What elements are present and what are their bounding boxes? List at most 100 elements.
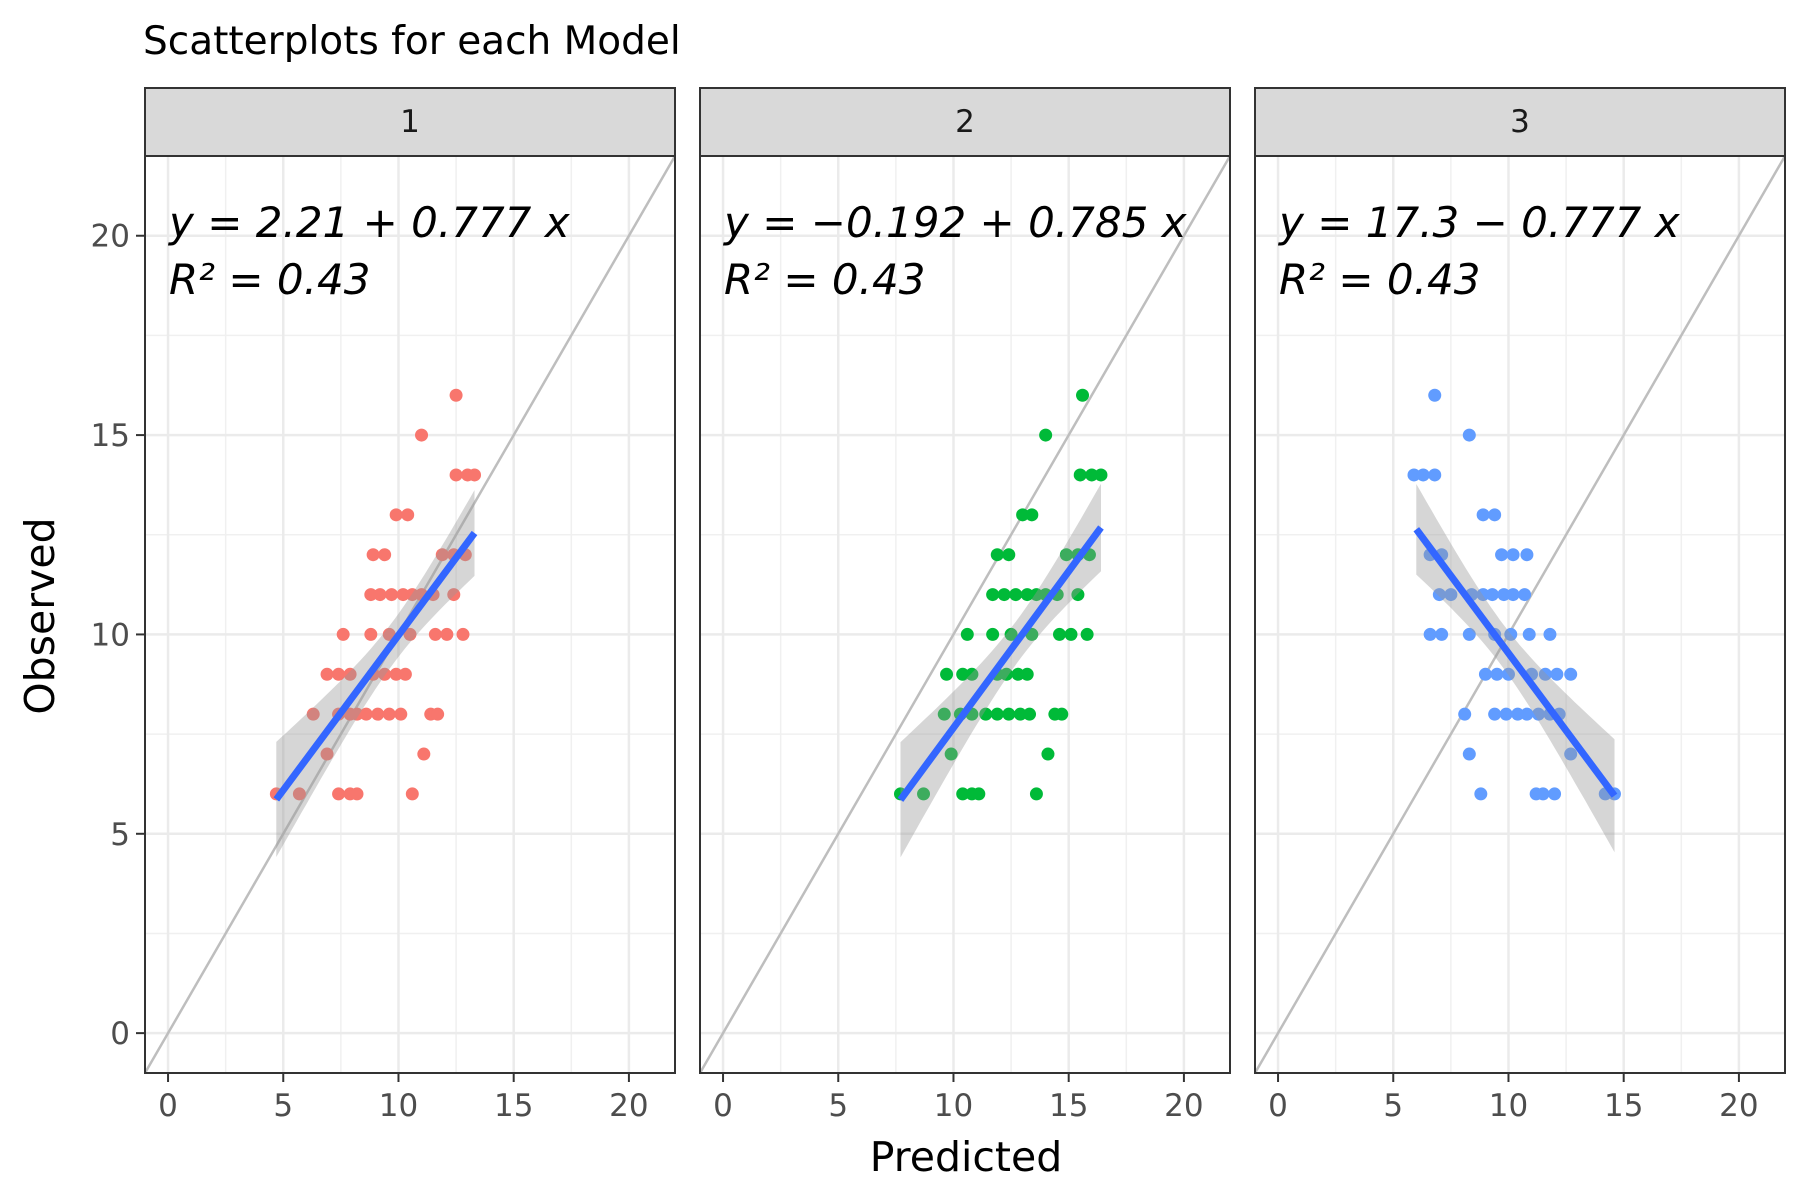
data-point (398, 667, 412, 681)
facet-strip (1254, 87, 1786, 157)
data-point (468, 468, 482, 482)
data-point (1511, 707, 1525, 721)
data-point (1407, 468, 1421, 482)
data-point (1462, 747, 1476, 761)
data-point (1428, 468, 1442, 482)
facet-strip (699, 87, 1231, 157)
data-point (1548, 787, 1562, 801)
r-squared-label: R² = 0.43 (169, 255, 370, 304)
data-point (999, 667, 1013, 681)
y-tick-label: 5 (110, 817, 130, 853)
data-point (366, 548, 380, 562)
regression-equation: y = 17.3 − 0.777 x (1277, 198, 1681, 247)
facet-panel-3: y = 17.3 − 0.777 x R² = 0.43 3 0 5 10 15 20 (1254, 87, 1786, 1124)
data-point (292, 787, 306, 801)
data-point (1013, 707, 1027, 721)
data-point (1490, 667, 1504, 681)
data-point (1071, 588, 1085, 602)
data-point (1002, 548, 1016, 562)
confidence-band (276, 490, 475, 857)
data-point (1041, 747, 1055, 761)
x-tick-label: 5 (828, 1088, 848, 1124)
data-point (447, 588, 461, 602)
data-point (1011, 667, 1025, 681)
data-point (1002, 707, 1016, 721)
data-point (378, 667, 392, 681)
data-point (449, 388, 463, 402)
data-point (986, 588, 1000, 602)
data-point (1059, 548, 1073, 562)
facet-strip-label: 3 (1510, 104, 1530, 140)
identity-reference-line (700, 156, 1230, 1073)
data-point (415, 428, 429, 442)
data-point (1462, 428, 1476, 442)
data-point (1522, 627, 1536, 641)
data-point (396, 588, 410, 602)
data-point (972, 787, 986, 801)
data-point (417, 747, 431, 761)
x-tick-label: 10 (379, 1088, 418, 1124)
data-point (1432, 588, 1446, 602)
x-tick-label: 15 (1604, 1088, 1643, 1124)
data-point (1506, 588, 1520, 602)
data-point (937, 707, 951, 721)
y-axis-label: Observed (16, 517, 64, 714)
x-axis-label: Predicted (870, 1133, 1062, 1181)
data-point (320, 667, 334, 681)
data-point (1039, 428, 1053, 442)
data-point (979, 707, 993, 721)
data-point (1080, 627, 1094, 641)
data-point (1029, 787, 1043, 801)
data-point (350, 787, 364, 801)
data-point (997, 588, 1011, 602)
data-point (1020, 667, 1034, 681)
data-point (956, 667, 970, 681)
data-point (1501, 667, 1515, 681)
data-point (1009, 588, 1023, 602)
data-point (1543, 627, 1557, 641)
data-point (306, 707, 320, 721)
data-point (1428, 388, 1442, 402)
x-tick-label: 5 (273, 1088, 293, 1124)
facet-strip-label: 1 (400, 104, 420, 140)
data-point (350, 707, 364, 721)
data-point (1518, 588, 1532, 602)
data-point (449, 468, 463, 482)
data-point (1029, 588, 1043, 602)
data-point (1531, 707, 1545, 721)
data-point (1564, 747, 1578, 761)
data-point (405, 588, 419, 602)
data-point (940, 667, 954, 681)
data-point (364, 588, 378, 602)
x-tick-label: 0 (158, 1088, 178, 1124)
regression-line (1413, 527, 1618, 798)
data-point (1506, 548, 1520, 562)
r-squared-label: R² = 0.43 (724, 255, 925, 304)
panel-plot-layer (700, 156, 1230, 1073)
data-point (1536, 787, 1550, 801)
data-point (1076, 388, 1090, 402)
data-point (1564, 667, 1578, 681)
panel-plot-layer (1255, 156, 1785, 1073)
regression-equation: y = −0.192 + 0.785 x (722, 198, 1188, 247)
data-point (1064, 627, 1078, 641)
data-point (394, 707, 408, 721)
data-point (1474, 787, 1488, 801)
data-point (917, 787, 931, 801)
y-tick-label: 10 (91, 617, 130, 653)
data-point (343, 667, 357, 681)
data-point (1004, 627, 1018, 641)
data-point (1488, 508, 1502, 522)
data-point (401, 508, 415, 522)
x-tick-label: 20 (1719, 1088, 1758, 1124)
data-point (1476, 508, 1490, 522)
data-point (986, 627, 1000, 641)
data-point (1520, 548, 1534, 562)
data-point (378, 548, 392, 562)
x-tick-label: 20 (1164, 1088, 1203, 1124)
y-tick-label: 15 (91, 418, 130, 454)
data-point (1488, 707, 1502, 721)
data-point (320, 747, 334, 761)
